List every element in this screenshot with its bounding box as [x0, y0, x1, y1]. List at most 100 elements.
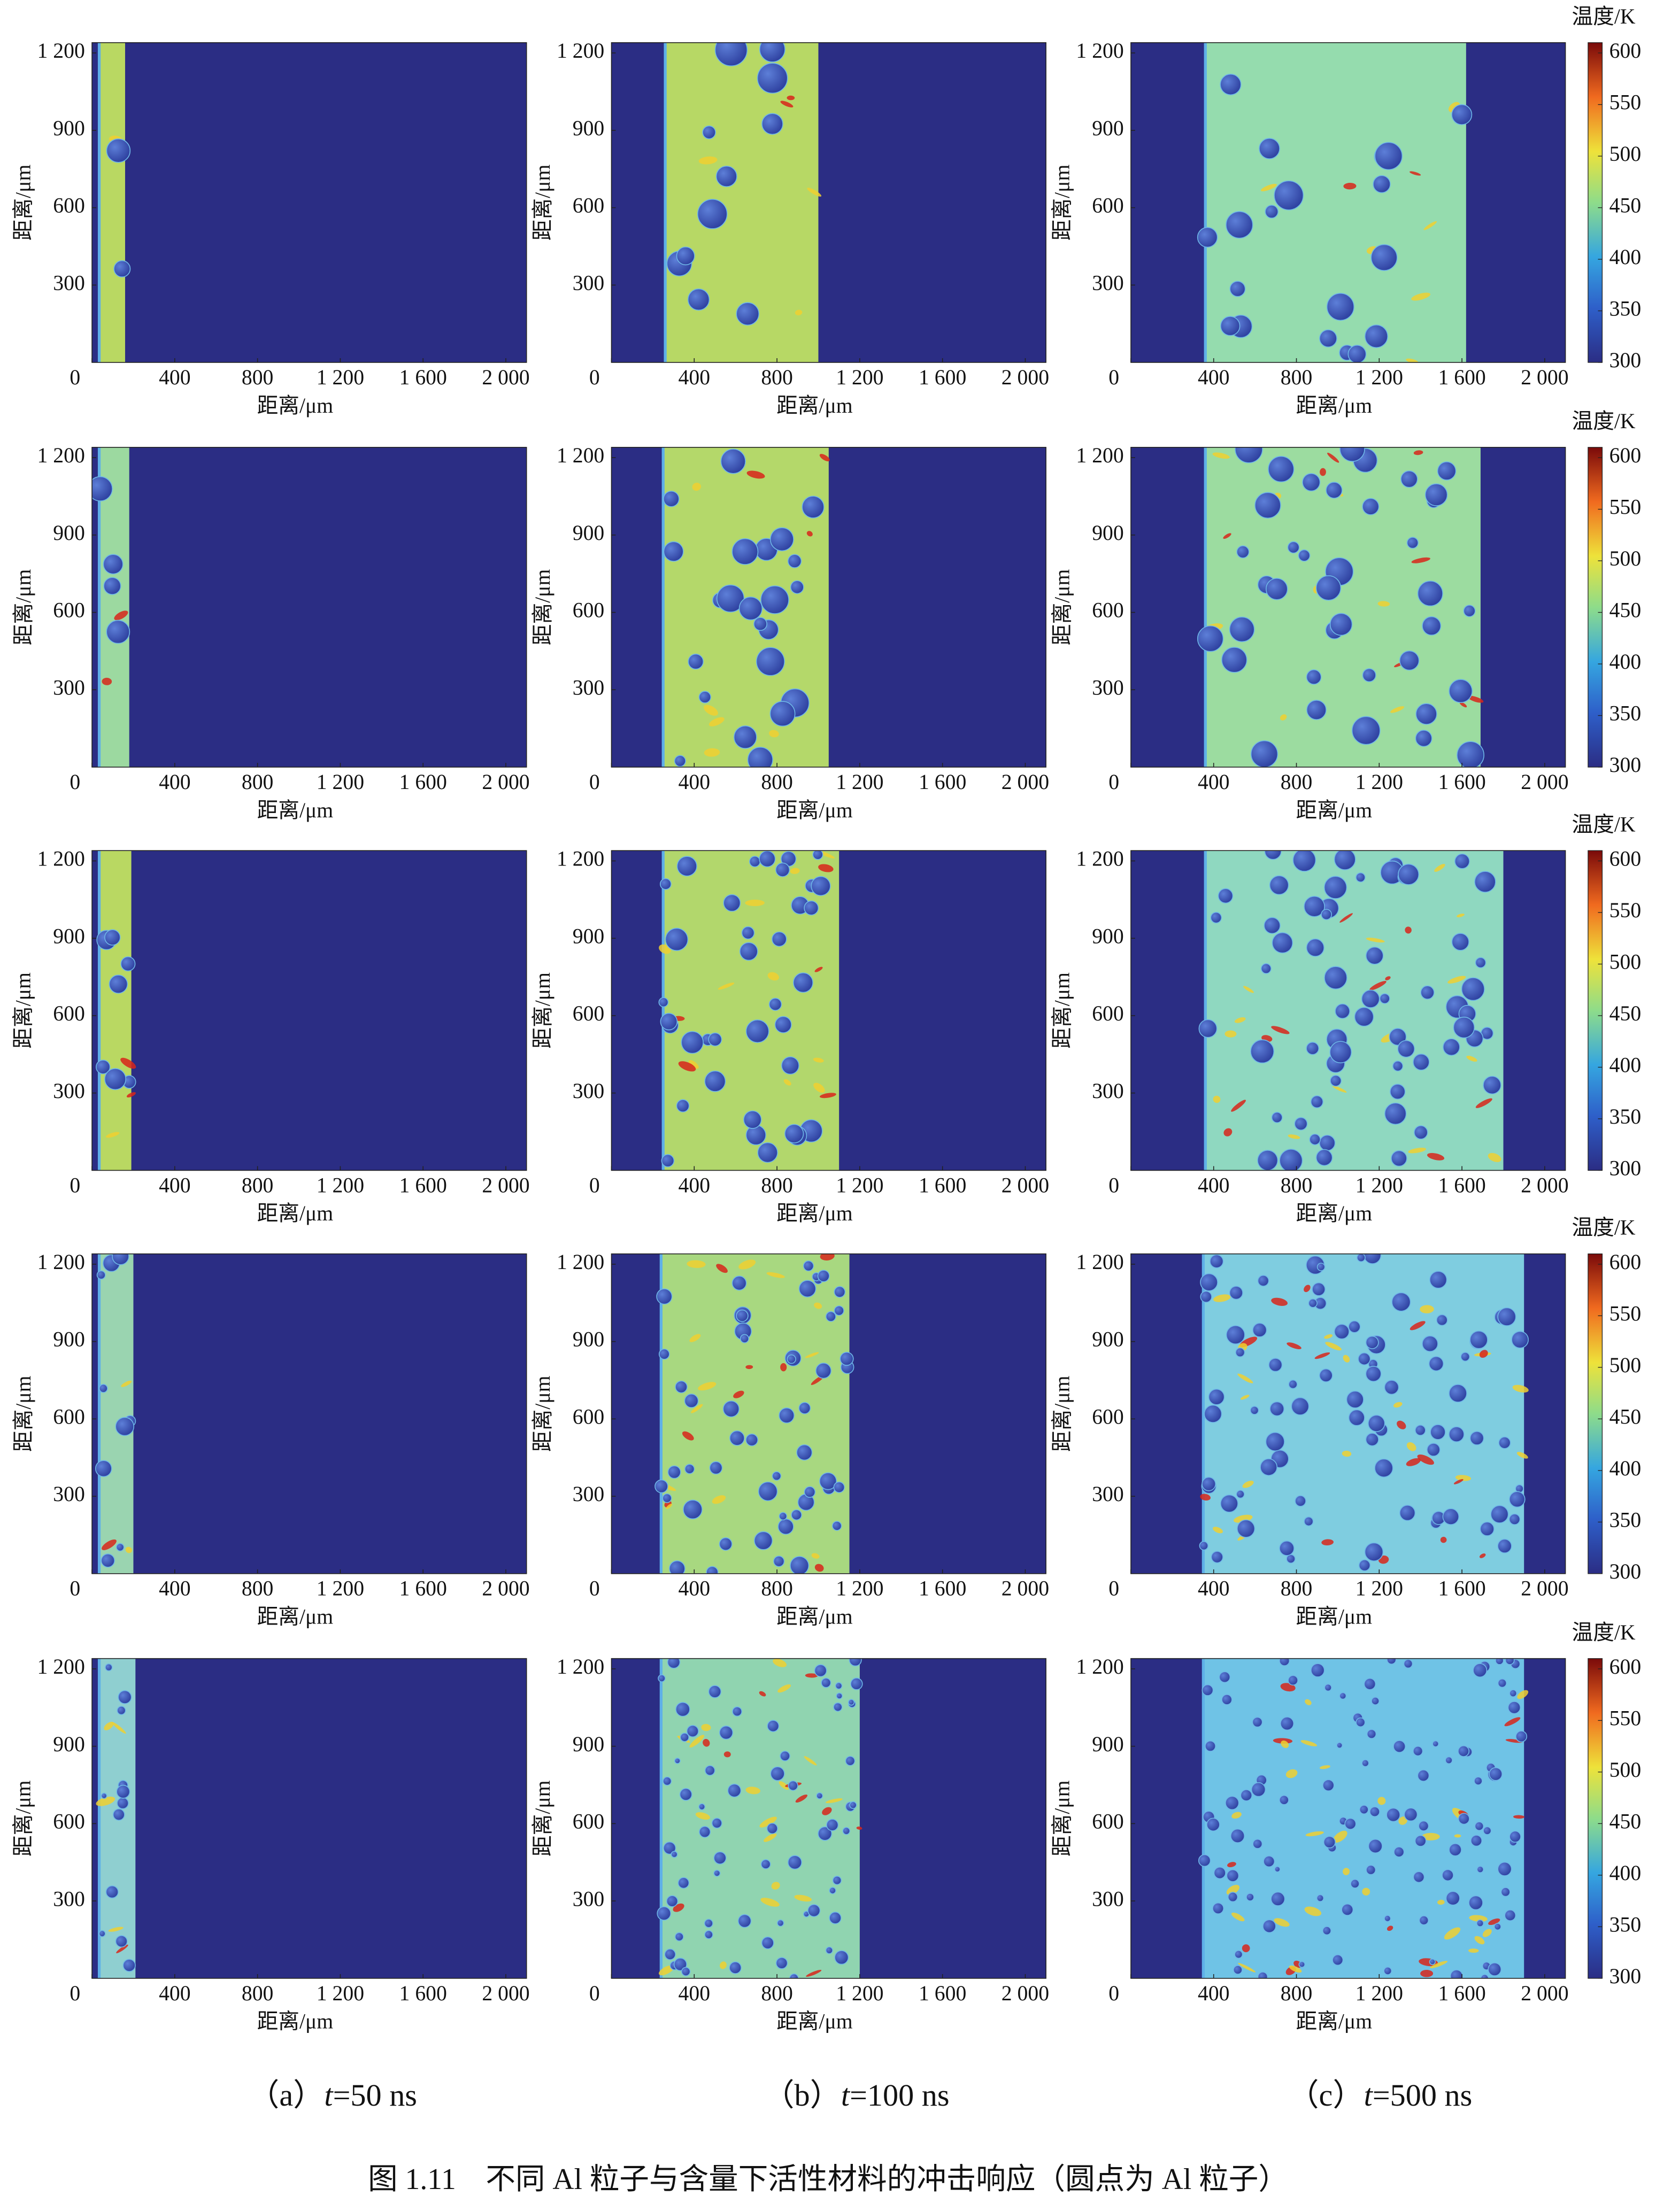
particle — [658, 1674, 666, 1682]
x-axis-label: 距离/μm — [1296, 394, 1373, 417]
particle — [814, 1664, 827, 1677]
hot-spot — [1406, 1442, 1416, 1451]
hot-spot — [1287, 1342, 1301, 1349]
y-tick-label: 900 — [53, 1328, 85, 1351]
plot-frame — [91, 447, 527, 768]
particle — [106, 138, 131, 163]
colorbar — [1588, 1253, 1603, 1574]
particle — [109, 974, 128, 994]
x-tick-label: 0 — [589, 770, 600, 794]
plot-frame — [1130, 1658, 1566, 1979]
y-tick-label: 1 200 — [1076, 444, 1123, 467]
particle — [667, 1658, 681, 1669]
particle — [1500, 1887, 1511, 1897]
particle — [1298, 1961, 1306, 1968]
panel-caption: （c）t=500 ns — [1288, 2078, 1472, 2113]
colorbar-label: 温度/K — [1572, 409, 1636, 433]
particle — [1264, 850, 1282, 860]
particle — [675, 1701, 690, 1717]
particle — [829, 1912, 842, 1924]
hot-spot — [1505, 1739, 1523, 1743]
particle — [663, 491, 680, 507]
hot-spot — [1474, 1936, 1485, 1945]
y-tick-label: 900 — [573, 117, 605, 140]
particle — [101, 1792, 107, 1799]
hot-spot — [814, 1564, 824, 1572]
particle — [1199, 1541, 1209, 1551]
particle — [1230, 1828, 1245, 1843]
x-tick-label: 1 200 — [1355, 1577, 1403, 1600]
field — [1197, 447, 1484, 768]
x-tick-label: 1 600 — [399, 1173, 447, 1197]
y-tick-label: 900 — [1092, 521, 1124, 545]
panel: 0 400 800 1 200 1 600 2 000 300 600 900 1 200 距离/μ… — [1051, 5, 1642, 417]
hot-spot — [822, 1807, 832, 1815]
particle — [1269, 1401, 1285, 1417]
particle — [708, 1685, 722, 1698]
hot-spot — [1408, 1148, 1427, 1154]
colorbar-tick-label: 400 — [1609, 1457, 1642, 1480]
colorbar-tick-label: 600 — [1609, 1655, 1642, 1679]
particle — [1268, 1358, 1283, 1372]
particle — [774, 1016, 792, 1033]
hot-spot — [738, 1259, 756, 1270]
particle — [1391, 1150, 1407, 1167]
particle — [761, 113, 783, 135]
particle — [1271, 1111, 1283, 1123]
x-axis-label: 距离/μm — [776, 1202, 853, 1225]
x-tick-label: 400 — [1198, 770, 1230, 794]
particle — [1326, 292, 1354, 321]
particle — [850, 1677, 863, 1690]
particle — [667, 1465, 681, 1479]
particle — [834, 1950, 849, 1965]
particle — [1511, 1331, 1529, 1349]
particle — [1427, 1443, 1441, 1457]
shocked-region — [99, 42, 125, 362]
particle — [1515, 1730, 1528, 1743]
particle — [758, 1481, 778, 1502]
particle — [1489, 1767, 1503, 1781]
particle — [674, 1932, 684, 1942]
hot-spot — [745, 1365, 753, 1370]
x-tick-label: 400 — [679, 770, 711, 794]
hot-spot — [1332, 1086, 1347, 1093]
hot-spot — [1467, 695, 1484, 703]
figure-caption: 图 1.11 不同 Al 粒子与含量下活性材料的冲击响应（圆点为 Al 粒子） — [368, 2163, 1288, 2196]
particle — [781, 1056, 799, 1075]
particle — [1505, 1658, 1515, 1665]
x-tick-label: 1 600 — [1438, 770, 1485, 794]
x-tick-label: 0 — [1108, 366, 1119, 389]
particle — [1404, 1807, 1418, 1822]
y-tick-label: 900 — [53, 521, 85, 545]
y-tick-label: 900 — [573, 1328, 605, 1351]
hot-spot — [1226, 1884, 1240, 1895]
colorbar-tick-label: 500 — [1609, 950, 1642, 974]
colorbar — [1588, 42, 1603, 363]
hot-spot — [701, 1723, 711, 1731]
particle — [1292, 850, 1316, 872]
particle — [791, 1509, 802, 1521]
hot-spot — [96, 1797, 115, 1806]
particle — [661, 1154, 675, 1167]
particle — [103, 554, 124, 575]
particle — [729, 1961, 742, 1974]
x-tick-label: 2 000 — [1002, 1173, 1049, 1197]
y-tick-label: 900 — [1092, 117, 1124, 140]
x-tick-label: 1 200 — [317, 1982, 364, 2005]
y-axis-label: 距离/μm — [1051, 164, 1074, 241]
hot-spot — [818, 864, 834, 872]
hot-spot — [1333, 1830, 1347, 1843]
x-tick-label: 1 600 — [1438, 1173, 1485, 1197]
x-axis-label: 距离/μm — [1296, 799, 1373, 822]
hot-spot — [105, 1132, 120, 1138]
y-axis-label: 距离/μm — [12, 569, 35, 646]
particle — [1220, 1494, 1238, 1513]
hot-spot — [1454, 1834, 1461, 1838]
particle — [1324, 966, 1347, 989]
hot-spot — [1453, 1479, 1464, 1484]
particle — [740, 1334, 749, 1343]
x-tick-label: 800 — [1281, 1577, 1313, 1600]
hot-spot — [760, 1898, 780, 1907]
hot-spot — [1231, 1100, 1246, 1112]
particle — [1379, 993, 1390, 1004]
